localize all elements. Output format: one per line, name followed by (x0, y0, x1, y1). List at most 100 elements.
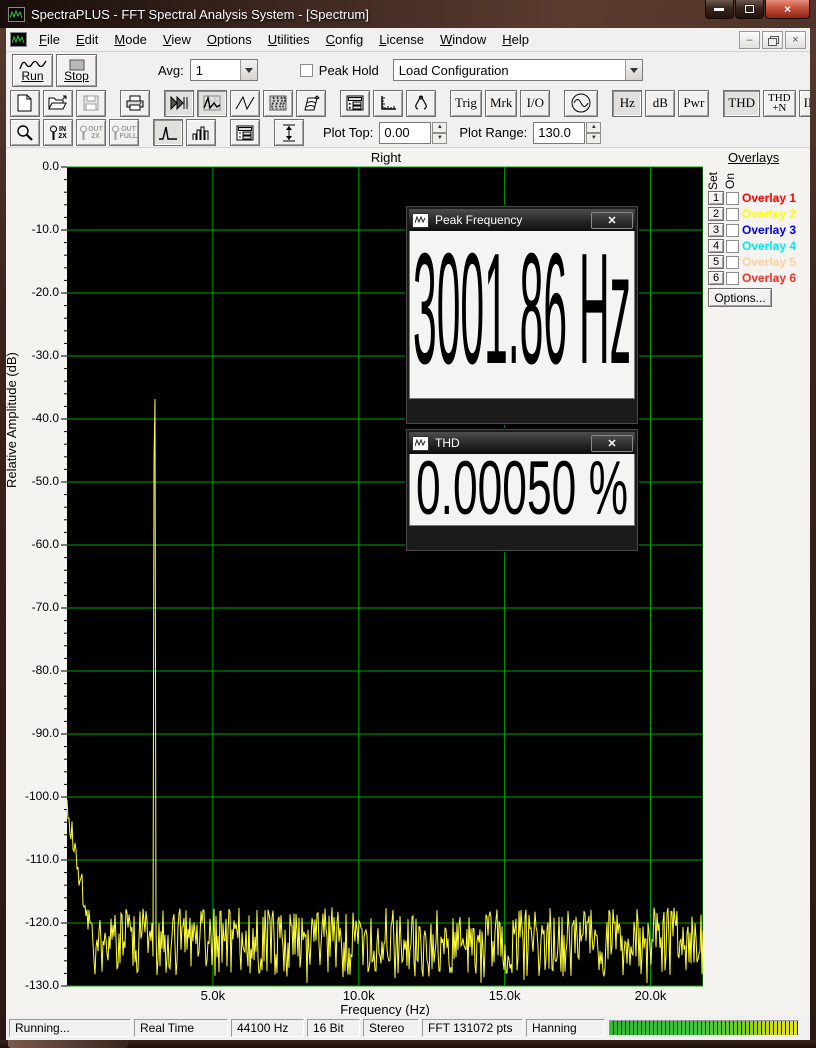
db-button[interactable]: dB (645, 89, 676, 117)
pwr-button[interactable]: Pwr (678, 89, 710, 117)
mdi-close-button[interactable]: × (785, 31, 806, 49)
mdi-minimize-button[interactable]: – (739, 31, 760, 49)
overlay-set-button[interactable]: 1 (708, 191, 724, 205)
new-file-button[interactable] (10, 89, 40, 117)
maximize-icon (745, 5, 754, 13)
thd-n-button[interactable]: THD +N (763, 89, 796, 117)
overlay-checkbox[interactable] (726, 255, 739, 269)
overlay-checkbox[interactable] (726, 239, 739, 253)
peak-hold-checkbox[interactable] (299, 63, 313, 77)
level-meter-fill (610, 1021, 798, 1035)
generator-button[interactable] (564, 89, 599, 117)
scaling-button[interactable] (373, 89, 403, 117)
menu-help[interactable]: Help (502, 32, 530, 47)
menu-mode[interactable]: Mode (114, 32, 147, 47)
stop-button[interactable]: Stop (56, 53, 97, 87)
overlay-row: 3 Overlay 3 (708, 222, 796, 238)
mdi-child-icon[interactable] (10, 32, 27, 47)
surface-plot-icon (302, 95, 320, 111)
trigger-button[interactable]: Trig (450, 89, 482, 117)
window-frame-bottom (0, 1040, 816, 1048)
marker-button[interactable]: Mrk (484, 89, 518, 117)
vertical-range-button[interactable] (274, 119, 304, 146)
spectrum-view: Right Relative Amplitude (dB) 0.0 -10.0 -2… (4, 148, 810, 1017)
minimize-button[interactable] (705, 0, 734, 19)
title-bar[interactable]: SpectraPLUS - FFT Spectral Analysis Syst… (0, 0, 816, 28)
overlay-set-button[interactable]: 5 (708, 255, 724, 269)
spectrum-plot[interactable] (59, 166, 704, 992)
print-button[interactable] (120, 89, 150, 117)
open-file-button[interactable] (43, 89, 73, 117)
calipers-button[interactable] (406, 89, 436, 117)
mdi-restore-button[interactable] (762, 31, 783, 49)
menu-config[interactable]: Config (325, 32, 364, 47)
load-configuration-dropdown[interactable]: Load Configuration (392, 59, 643, 81)
open-file-icon (48, 95, 68, 111)
peak-frequency-value: 3001.86 Hz (413, 235, 631, 395)
menu-window[interactable]: Window (440, 32, 487, 47)
imd-button[interactable]: IMD (798, 89, 810, 117)
menu-license[interactable]: License (379, 32, 425, 47)
display-settings-button[interactable] (340, 89, 370, 117)
overlay-set-button[interactable]: 4 (708, 239, 724, 253)
menu-file[interactable]: File (39, 32, 60, 47)
zoom-out-2x-icon (79, 125, 88, 141)
overlay-row: 4 Overlay 4 (708, 238, 796, 254)
overlay-set-button[interactable]: 2 (708, 207, 724, 221)
zoom-in-2x-button[interactable]: IN 2X (43, 119, 73, 146)
overlay-checkbox[interactable] (726, 223, 739, 237)
x-tick-label: 15.0k (488, 988, 521, 1003)
bar-graph-button[interactable] (186, 119, 216, 146)
thd-titlebar[interactable]: THD ✕ (409, 432, 635, 454)
status-mode: Real Time (134, 1019, 228, 1037)
post-process-button[interactable] (164, 89, 194, 117)
status-fft-size: FFT 131072 pts (422, 1019, 523, 1037)
plot-range-spinner[interactable]: ▲ ▼ (586, 121, 602, 144)
plot-options-button[interactable] (230, 119, 260, 146)
menu-view[interactable]: View (162, 32, 191, 47)
spectrum-canvas[interactable] (59, 166, 704, 987)
plot-title: Right (370, 150, 402, 165)
peak-frequency-window[interactable]: Peak Frequency ✕ 3001.86 Hz (405, 205, 639, 425)
plot-top-spinner[interactable]: ▲ ▼ (432, 121, 448, 144)
close-button[interactable]: ✕ (591, 211, 633, 229)
plot-top-input[interactable]: 0.00 (379, 121, 432, 144)
thd-window[interactable]: THD ✕ 0.00050 % (405, 428, 639, 552)
spectrum-view-button[interactable] (197, 89, 227, 117)
y-tick-label: -50.0 (31, 474, 59, 488)
overlay-set-button[interactable]: 3 (708, 223, 724, 237)
overlay-checkbox[interactable] (726, 191, 739, 205)
overlay-set-button[interactable]: 6 (708, 271, 724, 285)
overlays-options-button[interactable]: Options... (708, 288, 772, 307)
peak-curve-button[interactable] (153, 119, 183, 146)
plot-range-input[interactable]: 130.0 (533, 121, 586, 144)
time-series-button[interactable] (230, 89, 260, 117)
zoom-tool-button[interactable] (10, 119, 40, 146)
x-tick-label: 20.0k (634, 988, 667, 1003)
overlay-checkbox[interactable] (726, 271, 739, 285)
maximize-button[interactable] (735, 0, 764, 19)
close-button[interactable]: ✕ (591, 434, 633, 452)
peak-curve-icon (158, 125, 178, 141)
surface-plot-button[interactable] (296, 89, 326, 117)
close-button[interactable]: × (765, 0, 810, 19)
dropdown-arrow-icon[interactable] (624, 60, 642, 80)
dropdown-arrow-icon[interactable] (239, 60, 257, 80)
spectrogram-button[interactable] (263, 89, 293, 117)
io-button[interactable]: I/O (520, 89, 551, 117)
y-tick-label: -40.0 (31, 411, 59, 425)
thd-button[interactable]: THD (723, 89, 760, 117)
zoom-out-full-icon (111, 125, 120, 141)
run-button[interactable]: Run (12, 53, 53, 87)
menu-options[interactable]: Options (206, 32, 252, 47)
avg-dropdown[interactable]: 1 (189, 59, 258, 81)
peak-frequency-titlebar[interactable]: Peak Frequency ✕ (409, 209, 635, 231)
plot-range-label: Plot Range: (459, 125, 528, 140)
hz-button[interactable]: Hz (612, 89, 643, 117)
menu-utilities[interactable]: Utilities (267, 32, 310, 47)
restore-icon (768, 36, 779, 46)
thd-display: 0.00050 % (409, 454, 635, 526)
plot-top-label: Plot Top: (323, 125, 374, 140)
menu-edit[interactable]: Edit (75, 32, 99, 47)
overlay-checkbox[interactable] (726, 207, 739, 221)
